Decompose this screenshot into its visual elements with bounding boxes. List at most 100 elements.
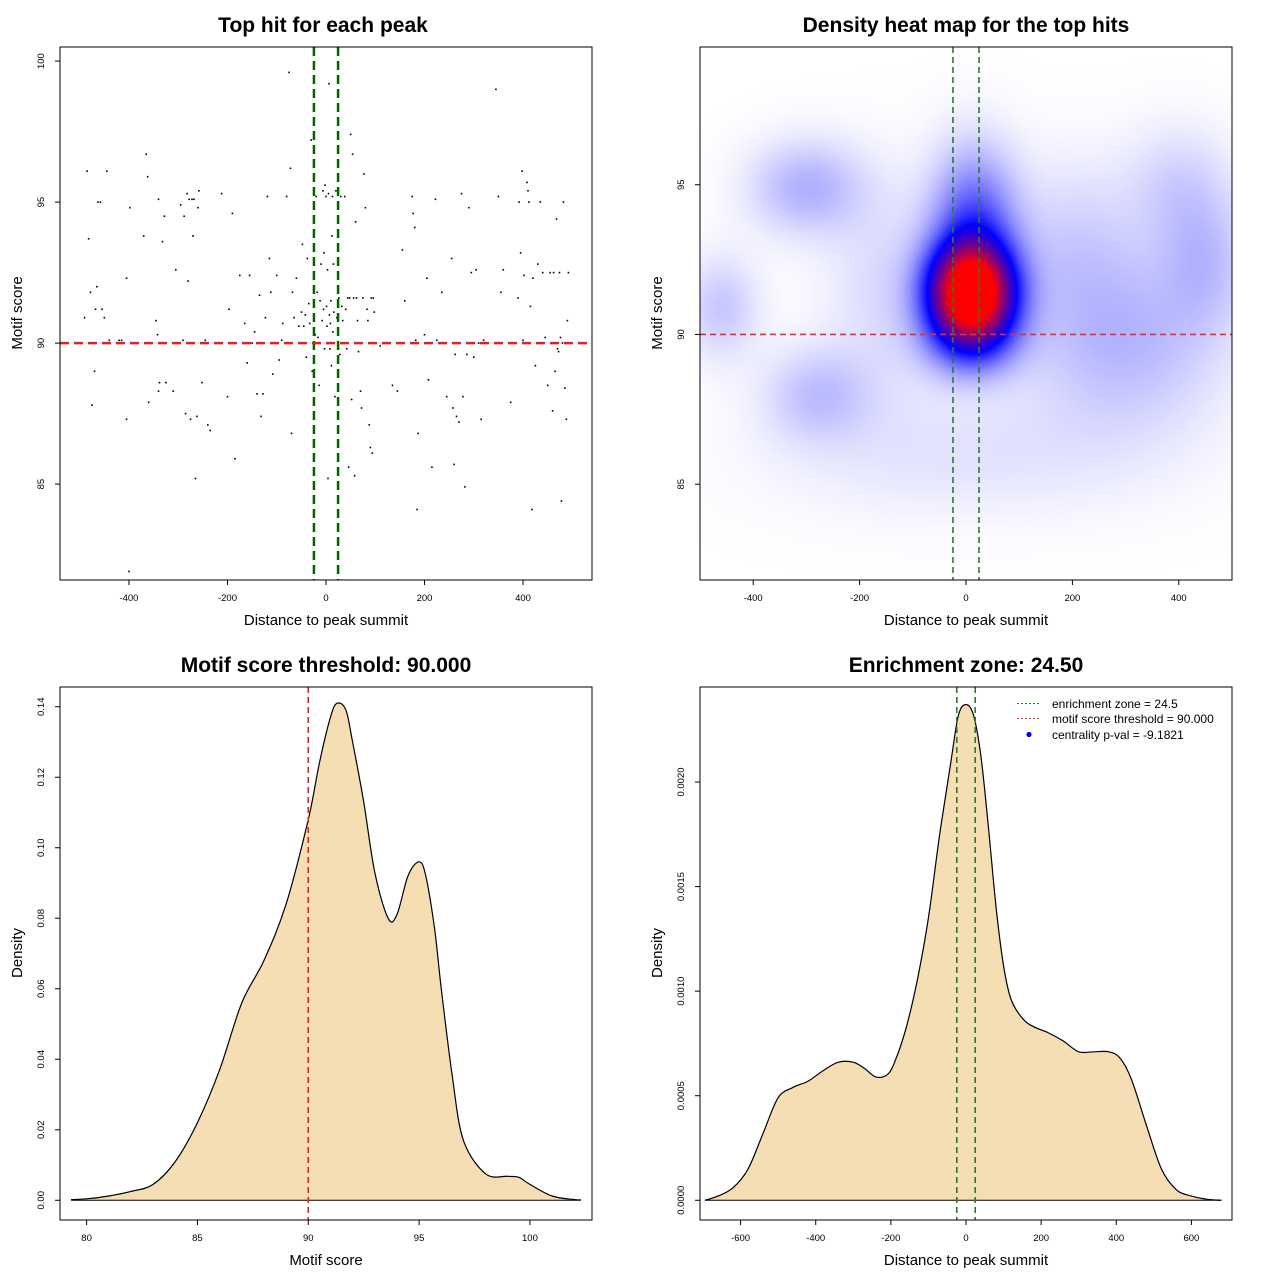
scatter-point: [359, 390, 362, 392]
scatter-ytick-label: 95: [36, 197, 47, 208]
scatter-point: [300, 311, 303, 313]
distance-density-plot-frame: [699, 686, 1233, 1221]
scatter-point: [551, 410, 554, 412]
scatter-point: [303, 325, 305, 327]
score-density-fill-area: [71, 702, 581, 1201]
scatter-point: [362, 297, 364, 299]
scatter-point: [326, 325, 328, 327]
scatter-point: [281, 322, 284, 325]
scatter-point: [209, 429, 211, 432]
scatter-point: [183, 215, 185, 217]
distance-density-xtick-label: -600: [731, 1233, 750, 1244]
scatter-point: [157, 390, 160, 392]
scatter-point: [175, 269, 177, 271]
scatter-point: [220, 192, 223, 195]
scatter-point: [315, 195, 317, 198]
scatter-ytick-label: 90: [36, 338, 47, 349]
scatter-ytick-label: 85: [36, 479, 47, 490]
scatter-point: [336, 316, 338, 319]
scatter-point: [325, 305, 328, 308]
scatter-point: [495, 88, 497, 91]
legend-threshold-label: motif score threshold = 90.000: [1052, 712, 1214, 726]
heatmap-title: Density heat map for the top hits: [803, 14, 1130, 37]
scatter-point: [423, 333, 426, 336]
scatter-point: [497, 195, 500, 198]
scatter-ytick-label: 100: [36, 53, 47, 69]
scatter-point: [99, 201, 102, 203]
scatter-point: [321, 319, 323, 322]
scatter-point: [280, 339, 283, 342]
scatter-point: [295, 277, 298, 279]
scatter-ylabel: Motif score: [9, 276, 26, 349]
score-density-xtick-label: 90: [303, 1233, 314, 1244]
scatter-point: [156, 333, 159, 336]
scatter-point: [564, 387, 566, 389]
scatter-point: [239, 274, 241, 277]
scatter-point: [544, 336, 546, 339]
distance-density-xtick-label: -400: [806, 1233, 825, 1244]
distance-density-xtick-label: 0: [963, 1233, 968, 1244]
scatter-point: [310, 139, 312, 141]
scatter-point: [391, 384, 394, 387]
scatter-point: [197, 206, 199, 209]
scatter-point: [534, 364, 537, 367]
scatter-point: [565, 418, 568, 421]
scatter-point: [541, 271, 544, 274]
scatter-point: [106, 170, 108, 172]
scatter-point: [454, 353, 456, 356]
scatter-point: [196, 415, 198, 418]
scatter-point: [369, 446, 372, 449]
scatter-point: [207, 424, 209, 426]
scatter-point: [416, 508, 418, 511]
scatter-point: [201, 381, 203, 384]
scatter-point: [145, 153, 147, 155]
scatter-point: [529, 305, 532, 308]
scatter-xtick-label: 200: [417, 593, 433, 604]
scatter-point: [477, 342, 480, 344]
scatter-point: [453, 463, 455, 466]
scatter-point: [103, 316, 106, 319]
scatter-point: [417, 432, 419, 435]
scatter-point: [427, 379, 430, 381]
scatter-point: [317, 336, 319, 339]
scatter-point: [526, 181, 528, 184]
scatter-point: [334, 395, 336, 398]
scatter-point: [328, 314, 331, 316]
scatter-point: [186, 192, 188, 195]
scatter-point: [379, 345, 381, 347]
scatter-point: [532, 277, 534, 279]
scatter-point: [468, 206, 470, 209]
scatter-point: [527, 190, 529, 192]
scatter-point: [464, 486, 466, 488]
distance-density-curve: [704, 703, 1222, 1201]
scatter-point: [401, 249, 404, 251]
scatter-point: [323, 252, 325, 254]
scatter-point: [248, 274, 251, 277]
scatter-point: [323, 348, 326, 350]
scatter-point: [331, 235, 333, 237]
scatter-point: [184, 412, 187, 415]
scatter-point: [413, 226, 416, 229]
scatter-point: [325, 195, 327, 198]
distance-density-fill-area: [704, 704, 1222, 1201]
scatter-point: [552, 271, 555, 274]
scatter-point: [356, 319, 359, 322]
scatter-point: [352, 297, 355, 299]
scatter-point: [518, 201, 520, 203]
score-density-ytick-label: 0.06: [36, 980, 47, 999]
scatter-point: [340, 195, 342, 198]
scatter-point: [89, 291, 92, 294]
scatter-point: [436, 339, 438, 342]
distance-density-xtick-label: -200: [881, 1233, 900, 1244]
scatter-point: [188, 198, 190, 201]
scatter-point: [351, 153, 354, 155]
scatter-point: [96, 285, 98, 288]
scatter-point: [450, 257, 453, 260]
scatter-point: [411, 195, 413, 198]
scatter-point: [473, 356, 475, 358]
scatter-point: [470, 271, 473, 274]
scatter-point: [339, 353, 341, 356]
scatter-point: [332, 331, 334, 333]
heatmap-xtick-label: -400: [744, 593, 763, 604]
scatter-point: [327, 192, 330, 195]
